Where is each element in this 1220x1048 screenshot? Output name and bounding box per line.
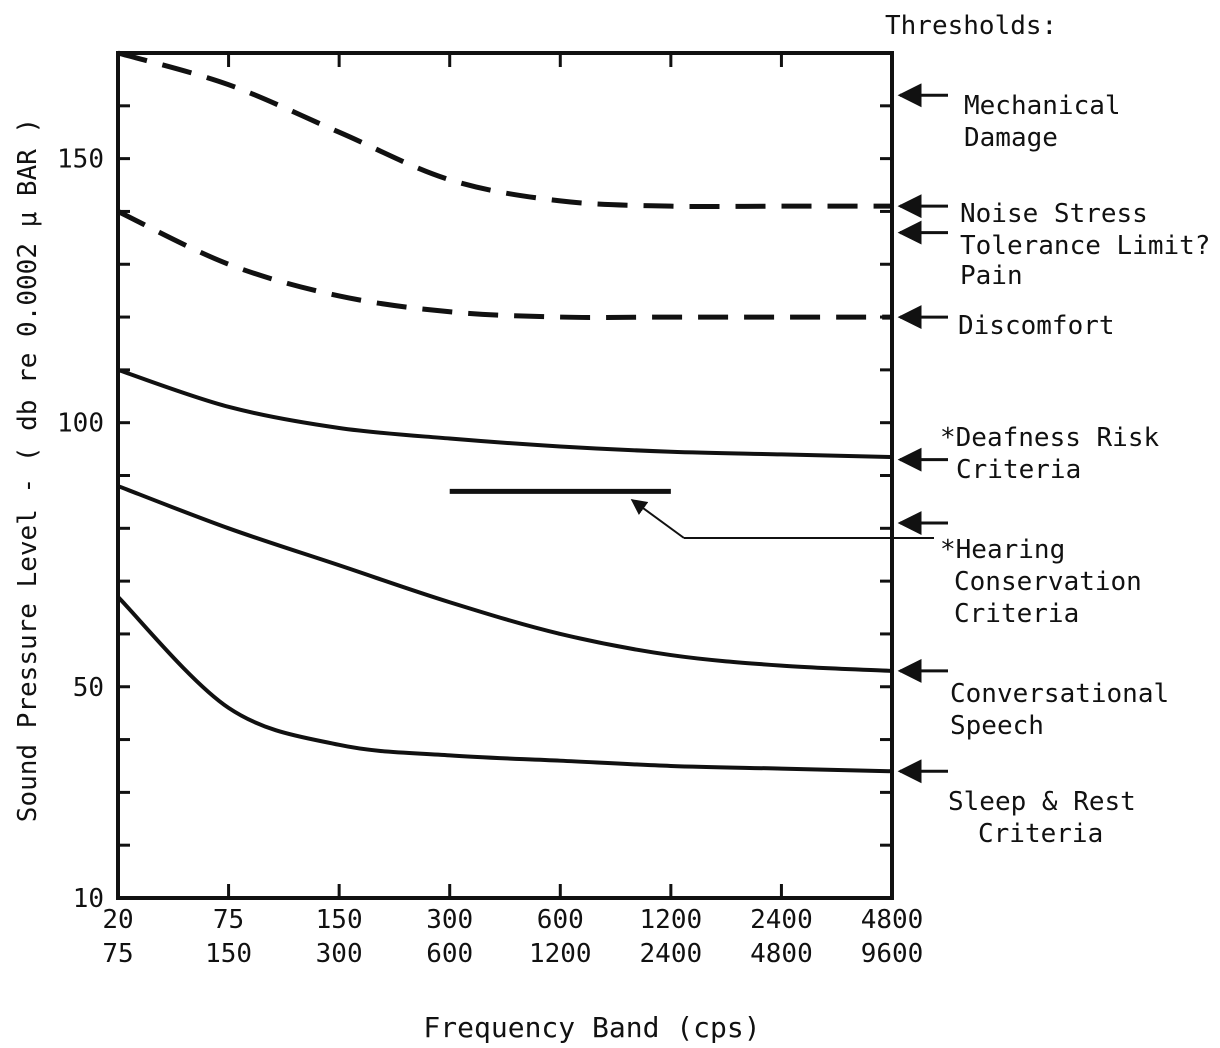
series-curve-3: [117, 367, 893, 460]
x-tick-label-upper-bound: 150: [205, 939, 252, 969]
x-tick-label-upper-bound: 300: [316, 939, 363, 969]
y-axis-title: Sound Pressure Level - ( db re 0.0002 μ …: [13, 118, 43, 822]
threshold-label: Noise Stress: [960, 199, 1148, 229]
threshold-label: Criteria: [978, 819, 1103, 849]
x-tick-label-lower-bound: 4800: [861, 905, 924, 935]
plot-area-frame: [116, 51, 894, 900]
threshold-label: Pain: [960, 261, 1023, 291]
threshold-label: Damage: [964, 123, 1058, 153]
threshold-label: Tolerance Limit?: [960, 231, 1210, 261]
x-tick-label-upper-bound: 2400: [640, 939, 703, 969]
series-curve-1: [117, 50, 892, 210]
y-tick-label: 50: [73, 673, 104, 703]
y-tick-label: 10: [73, 884, 104, 914]
x-tick-label-upper-bound: 75: [102, 939, 133, 969]
threshold-label: Criteria: [956, 455, 1081, 485]
y-tick-label: 100: [57, 409, 104, 439]
threshold-label: Sleep & Rest: [948, 787, 1136, 817]
x-tick-label-lower-bound: 75: [213, 905, 244, 935]
series-curve-4: [117, 484, 893, 673]
series-layer: [116, 50, 893, 774]
threshold-label: *Deafness Risk: [940, 423, 1159, 453]
threshold-label: *Hearing: [940, 535, 1065, 565]
tick-layer: 10 50 100 150 20 75 75 150 150 300 300 600 600 1200 12…: [57, 53, 923, 969]
x-tick-label-upper-bound: 4800: [750, 939, 813, 969]
threshold-label: Mechanical: [964, 91, 1121, 121]
x-tick-label-lower-bound: 600: [537, 905, 584, 935]
x-axis-title: Frequency Band (cps): [423, 1011, 760, 1044]
thresholds-heading: Thresholds:: [885, 11, 1057, 41]
threshold-label: Criteria: [954, 599, 1079, 629]
threshold-label: Discomfort: [958, 311, 1115, 341]
x-tick-label-lower-bound: 300: [426, 905, 473, 935]
y-tick-label: 150: [57, 145, 104, 175]
x-tick-label-lower-bound: 150: [316, 905, 363, 935]
threshold-label: Speech: [950, 711, 1044, 741]
x-tick-label-upper-bound: 1200: [529, 939, 592, 969]
x-tick-label-upper-bound: 600: [426, 939, 473, 969]
x-tick-label-lower-bound: 1200: [640, 905, 703, 935]
x-tick-label-lower-bound: 2400: [750, 905, 813, 935]
series-curve-5: [116, 595, 893, 774]
threshold-label: Conservation: [954, 567, 1142, 597]
x-tick-label-upper-bound: 9600: [861, 939, 924, 969]
x-tick-label-lower-bound: 20: [102, 905, 133, 935]
series-curve-2: [116, 209, 892, 320]
threshold-label: Conversational: [950, 679, 1169, 709]
hearing-conservation-leader-arrow: [630, 499, 685, 539]
